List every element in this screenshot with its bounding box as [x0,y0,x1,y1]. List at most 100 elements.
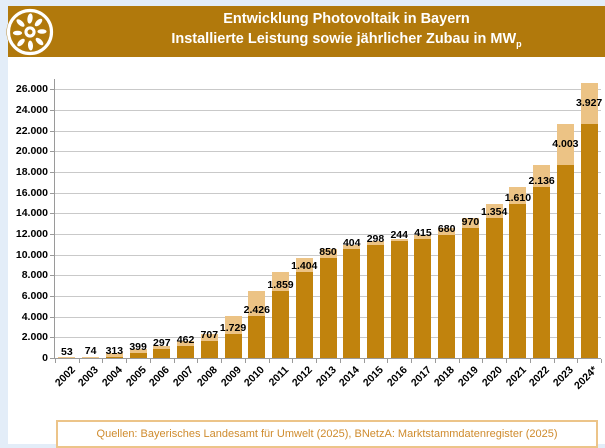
bar-light-segment [319,248,337,258]
grid-line [55,110,601,111]
bar-value-label: 1.729 [219,322,247,335]
bar-light-segment [461,217,479,228]
y-tick-label: 22.000 [15,124,48,137]
x-tick-label: 2010 [242,364,268,390]
x-tick-mark [363,359,365,363]
bar-light-segment [105,353,123,357]
y-tick-label: 24.000 [15,104,48,116]
x-tick-label: 2006 [147,364,173,390]
bar-light-segment [390,238,408,242]
x-tick-mark [102,359,104,363]
bar-dark-segment [272,291,290,358]
grid-line [55,172,601,173]
grid-line [55,213,601,215]
x-tick-mark [553,359,555,363]
y-tick-label: 16.000 [15,186,48,199]
y-tick-label: 26.000 [15,83,48,96]
bar-dark-segment [580,123,598,358]
y-tick-mark [50,89,55,91]
x-tick-mark [221,359,223,363]
y-tick-mark [50,316,55,318]
chart-header-titles: Entwicklung Photovoltaik in Bayern Insta… [88,6,605,57]
x-tick-mark [577,359,579,363]
bar-value-label: 1.610 [504,191,532,204]
sun-logo-icon [6,8,54,56]
x-tick-label: 2016 [384,364,410,390]
x-tick-label: 2022 [527,364,553,390]
bar-value-label: 415 [414,226,432,239]
bar-dark-segment [533,187,551,358]
x-tick-mark [316,359,318,363]
bar-light-segment [82,356,100,358]
x-tick-label: 2009 [218,364,244,390]
bar-dark-segment [153,349,171,358]
x-tick-mark [244,359,246,363]
x-tick-mark [126,359,128,363]
bar-dark-segment [105,356,123,358]
x-tick-mark [482,359,484,363]
bar-value-label: 404 [342,236,361,249]
x-tick-mark [506,359,508,363]
bar-value-label: 707 [200,329,219,342]
x-tick-label: 2005 [123,364,149,390]
bar-light-segment [366,241,384,245]
bar-dark-segment [438,234,456,358]
bar-value-label: 298 [366,232,385,245]
y-tick-label: 8.000 [21,269,48,282]
bar-value-label: 2.136 [528,175,555,187]
y-tick-mark [50,358,55,359]
x-tick-mark [149,359,151,363]
y-tick-label: 6.000 [21,290,48,302]
y-tick-label: 12.000 [15,228,48,240]
bar-value-label: 244 [390,229,408,242]
x-tick-label: 2019 [455,364,481,390]
x-tick-label: 2021 [503,364,529,390]
bar-light-segment [414,234,432,239]
x-tick-mark [55,359,56,363]
bar-dark-segment [319,257,337,358]
bar-dark-segment [485,217,503,358]
x-tick-label: 2008 [194,364,220,390]
x-tick-mark [268,359,270,363]
x-tick-label: 2003 [76,364,102,390]
bar-dark-segment [224,334,242,358]
x-tick-label: 2004 [99,364,125,390]
x-tick-mark [434,359,436,363]
bar-dark-segment [129,353,147,358]
slide-background: Entwicklung Photovoltaik in Bayern Insta… [6,6,605,448]
y-tick-mark [50,172,55,173]
bar-light-segment [272,272,290,292]
x-tick-mark [411,359,413,363]
y-tick-mark [50,234,55,235]
bar-value-label: 53 [61,346,73,358]
bar-value-label: 1.354 [481,205,508,218]
y-tick-mark [50,337,55,339]
grid-line [55,192,601,194]
bar-dark-segment [509,203,527,358]
bar-light-segment [556,123,574,165]
bar-dark-segment [82,357,100,358]
header-band: Entwicklung Photovoltaik in Bayern Insta… [6,6,605,57]
y-tick-mark [50,296,55,297]
bar-value-label: 74 [84,345,97,358]
bar-light-segment [248,291,266,317]
bar-dark-segment [248,316,266,358]
bar-dark-segment [390,241,408,358]
bar-value-label: 850 [319,245,337,258]
bar-value-label: 1.859 [267,279,294,292]
bar-light-segment [295,257,313,273]
y-tick-mark [50,213,55,215]
y-tick-mark [50,192,55,194]
x-tick-label: 2013 [313,364,339,390]
y-tick-label: 14.000 [15,207,48,220]
bar-chart: 0 2.000 4.000 6.000 8.000 10.000 12.000 14.000 1… [8,6,605,444]
bar-light-segment [533,164,551,187]
x-tick-label: 2011 [266,364,292,389]
x-tick-label: 2012 [289,364,315,390]
bar-light-segment [343,244,361,249]
bar-value-label: 3.927 [575,97,603,110]
bar-light-segment [509,187,527,204]
x-tick-label: 2007 [171,364,197,390]
bar-value-label: 2.426 [243,304,270,317]
x-tick-label: 2024* [571,364,600,392]
